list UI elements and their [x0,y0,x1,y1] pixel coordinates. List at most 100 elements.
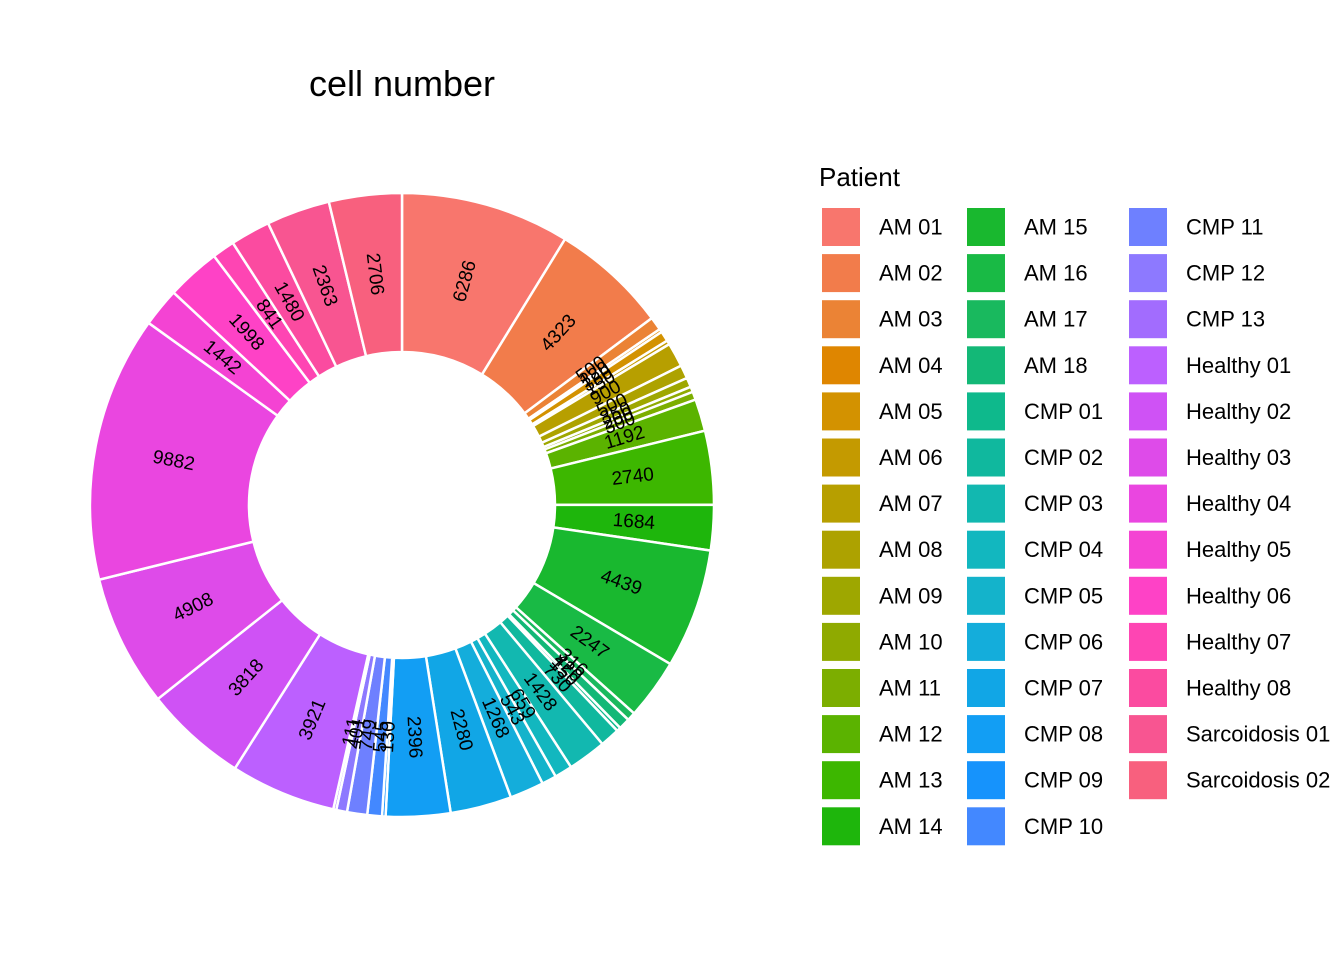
legend-label: AM 08 [879,537,943,562]
legend-item-cmp-04: CMP 04 [967,530,1103,569]
legend-swatch [822,530,860,569]
slice-label-cmp-09: 130 [377,721,400,754]
legend-swatch [967,300,1005,339]
legend-label: CMP 04 [1024,537,1103,562]
legend-item-cmp-12: CMP 12 [1129,254,1265,293]
legend-swatch [967,484,1005,523]
legend-label: CMP 03 [1024,491,1103,516]
legend-label: AM 07 [879,491,943,516]
legend-label: AM 15 [1024,215,1088,240]
legend-item-cmp-01: CMP 01 [967,392,1103,431]
legend-label: CMP 10 [1024,814,1103,839]
legend-swatch [1129,622,1167,661]
legend-swatch [967,254,1005,293]
legend-item-am-09: AM 09 [822,576,943,615]
legend-label: AM 16 [1024,261,1088,286]
legend-label: AM 02 [879,261,943,286]
legend-label: CMP 02 [1024,445,1103,470]
legend-item-healthy-03: Healthy 03 [1129,438,1291,477]
legend-label: Healthy 02 [1186,399,1291,424]
legend-label: AM 11 [879,676,941,701]
legend-item-am-18: AM 18 [967,346,1088,385]
legend-item-healthy-06: Healthy 06 [1129,576,1291,615]
legend-swatch [1129,761,1167,800]
legend-item-am-16: AM 16 [967,254,1088,293]
legend-swatch [1129,438,1167,477]
slice-am-01 [327,191,404,358]
legend-label: AM 06 [879,445,943,470]
legend-label: Healthy 06 [1186,583,1291,608]
legend-item-am-05: AM 05 [822,392,943,431]
legend-swatch [822,761,860,800]
legend-item-cmp-08: CMP 08 [967,715,1103,754]
legend-swatch [822,438,860,477]
legend-swatch [1129,715,1167,754]
legend-swatch [822,807,860,846]
legend-label: CMP 11 [1186,215,1263,240]
slice-label-cmp-11: 749 [356,718,381,752]
legend-item-cmp-11: CMP 11 [1129,208,1263,246]
legend-swatch [822,300,860,339]
legend: AM 01 AM 02 AM 03 AM 04 AM 05 AM 06 AM 07 AM 08… [822,208,1330,846]
legend-label: AM 05 [879,399,943,424]
legend-title: Patient [819,162,901,192]
legend-item-cmp-13: CMP 13 [1129,300,1265,339]
legend-swatch [822,576,860,615]
legend-label: Healthy 01 [1186,353,1291,378]
legend-item-am-03: AM 03 [822,300,943,339]
legend-swatch [967,622,1005,661]
legend-item-healthy-04: Healthy 04 [1129,484,1291,523]
legend-label: CMP 13 [1186,307,1265,332]
slice-label-am-14: 1684 [612,510,656,534]
legend-label: CMP 06 [1024,629,1103,654]
legend-swatch [967,392,1005,431]
legend-swatch [822,392,860,431]
slice-label-cmp-08: 2396 [403,716,426,759]
legend-label: AM 09 [879,583,943,608]
legend-item-healthy-08: Healthy 08 [1129,669,1291,707]
legend-swatch [822,254,860,293]
legend-item-cmp-10: CMP 10 [967,807,1103,846]
legend-swatch [1129,208,1167,246]
legend-item-am-10: AM 10 [822,622,943,661]
legend-swatch [1129,300,1167,339]
legend-swatch [822,208,860,246]
legend-label: CMP 09 [1024,768,1103,793]
legend-item-cmp-07: CMP 07 [967,669,1103,707]
legend-item-am-13: AM 13 [822,761,943,800]
legend-label: AM 10 [879,629,943,654]
slice-label-am-13: 2740 [611,464,656,490]
legend-label: AM 12 [879,722,943,747]
legend-label: AM 14 [879,814,943,839]
slice-healthy-04 [88,321,280,582]
legend-item-am-06: AM 06 [822,438,943,477]
legend-label: Healthy 04 [1186,491,1291,516]
legend-item-sarcoidosis-02: Sarcoidosis 02 [1129,761,1330,800]
legend-item-am-02: AM 02 [822,254,943,293]
legend-label: AM 17 [1024,307,1088,332]
legend-label: Healthy 03 [1186,445,1291,470]
legend-swatch [967,807,1005,846]
legend-item-healthy-02: Healthy 02 [1129,392,1291,431]
chart-title: cell number [309,63,495,104]
slice-label-am-01: 2706 [362,252,388,296]
legend-item-am-01: AM 01 [822,208,943,246]
legend-label: Sarcoidosis 01 [1186,722,1330,747]
legend-item-am-15: AM 15 [967,208,1088,246]
legend-label: CMP 01 [1024,399,1103,424]
legend-swatch [1129,576,1167,615]
legend-swatch [1129,669,1167,707]
legend-swatch [967,715,1005,754]
legend-item-healthy-05: Healthy 05 [1129,530,1291,569]
legend-swatch [967,669,1005,707]
legend-swatch [1129,530,1167,569]
legend-swatch [1129,484,1167,523]
legend-label: Healthy 08 [1186,676,1291,701]
legend-swatch [822,622,860,661]
legend-label: Healthy 07 [1186,629,1291,654]
legend-item-healthy-07: Healthy 07 [1129,622,1291,661]
legend-swatch [822,715,860,754]
legend-label: AM 13 [879,768,943,793]
legend-item-cmp-05: CMP 05 [967,576,1103,615]
